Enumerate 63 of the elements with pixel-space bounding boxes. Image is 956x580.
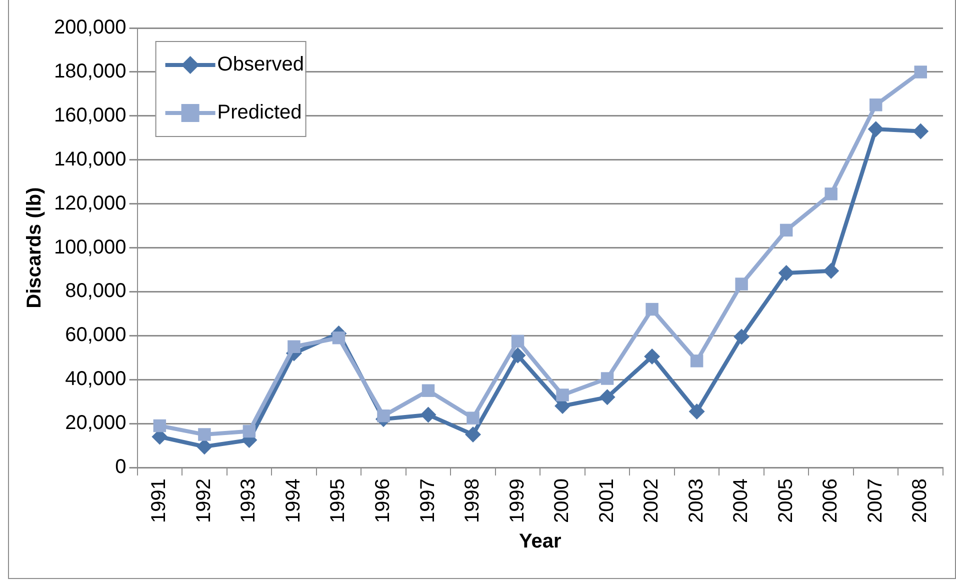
point xyxy=(198,428,211,441)
point xyxy=(688,403,705,420)
x-tick-label: 1996 xyxy=(372,478,394,524)
point xyxy=(600,372,614,385)
point xyxy=(646,302,658,316)
point xyxy=(644,348,660,365)
x-tick-label: 1994 xyxy=(282,478,304,524)
point xyxy=(780,224,793,237)
point xyxy=(288,340,300,354)
y-tick-label: 0 xyxy=(115,456,126,478)
x-tick-label: 2007 xyxy=(864,478,886,524)
y-tick-label: 40,000 xyxy=(65,368,126,390)
x-tick-label: 2004 xyxy=(730,478,752,524)
y-tick-label: 160,000 xyxy=(54,104,126,126)
point xyxy=(868,121,884,138)
point xyxy=(466,412,480,424)
point xyxy=(332,331,346,344)
x-tick-label: 2003 xyxy=(685,478,708,524)
y-tick-label: 200,000 xyxy=(54,16,126,39)
y-tick-label: 100,000 xyxy=(54,236,126,258)
point xyxy=(823,262,840,279)
point xyxy=(556,388,569,402)
point xyxy=(196,438,212,455)
point xyxy=(465,426,482,443)
y-axis-title: Discards (lb) xyxy=(24,187,46,308)
point xyxy=(511,334,524,348)
y-tick-label: 140,000 xyxy=(54,148,126,170)
legend-label: Observed xyxy=(217,54,304,76)
x-tick-label: 1998 xyxy=(462,478,484,524)
x-tick-label: 2008 xyxy=(909,478,932,524)
y-tick-label: 80,000 xyxy=(65,280,126,302)
point xyxy=(599,389,616,406)
point xyxy=(734,328,750,345)
x-axis-title: Year xyxy=(519,530,562,553)
point xyxy=(914,66,927,78)
point xyxy=(422,384,435,397)
point xyxy=(869,98,882,112)
y-tick-label: 180,000 xyxy=(54,60,126,82)
y-tick-label: 60,000 xyxy=(65,324,126,346)
x-tick-label: 1999 xyxy=(506,478,528,524)
point xyxy=(510,347,526,364)
point xyxy=(912,123,929,140)
x-tick-label: 2002 xyxy=(640,478,663,524)
x-tick-label: 1997 xyxy=(416,478,439,524)
point xyxy=(377,410,390,422)
point xyxy=(242,424,256,438)
x-tick-label: 2005 xyxy=(774,478,797,524)
point xyxy=(735,278,748,290)
x-tick-label: 1995 xyxy=(327,478,350,524)
point xyxy=(778,265,794,282)
x-tick-label: 2001 xyxy=(596,478,618,524)
point xyxy=(153,419,166,432)
point xyxy=(824,188,838,200)
point xyxy=(690,354,704,368)
x-tick-label: 1992 xyxy=(192,478,215,524)
x-tick-label: 2000 xyxy=(551,478,574,524)
legend-label: Predicted xyxy=(217,102,302,124)
x-tick-label: 1991 xyxy=(148,478,170,524)
y-tick-label: 120,000 xyxy=(54,192,126,214)
y-tick-label: 20,000 xyxy=(65,412,126,434)
point xyxy=(420,406,436,423)
x-tick-label: 1993 xyxy=(238,478,260,524)
x-tick-label: 2006 xyxy=(820,478,842,524)
